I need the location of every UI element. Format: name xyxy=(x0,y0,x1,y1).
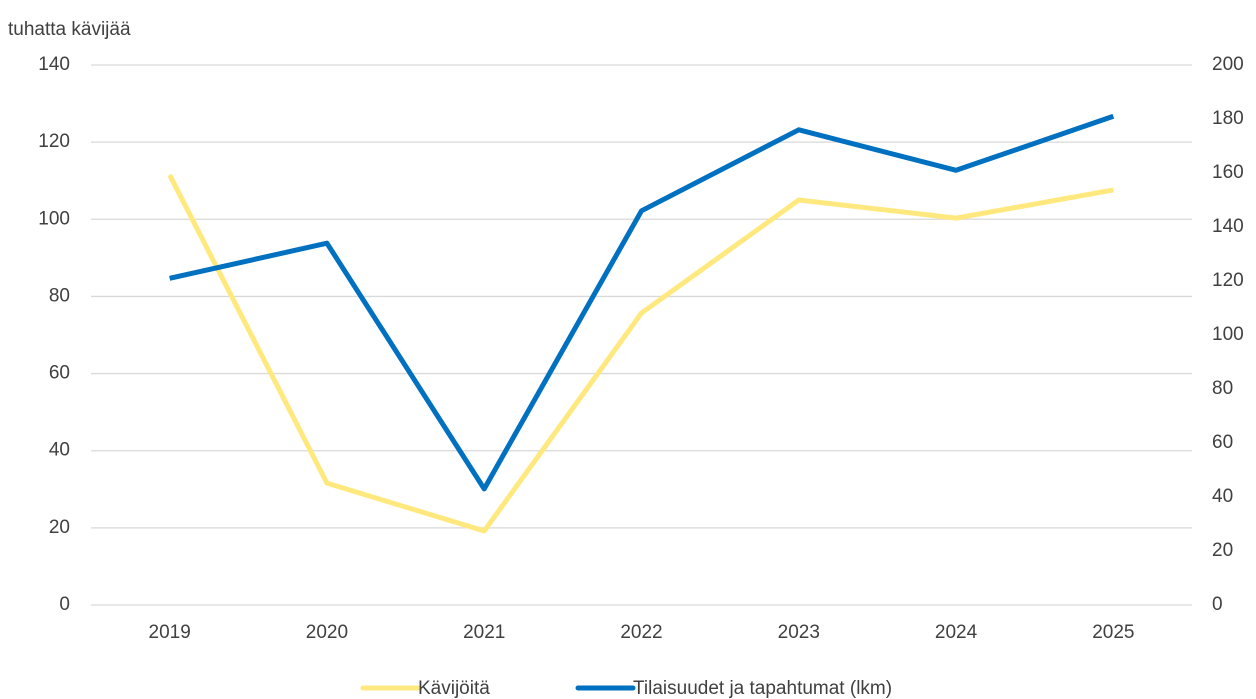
y-tick-label: 40 xyxy=(49,440,70,461)
y2-tick-label: 140 xyxy=(1212,216,1244,237)
y-tick-label: 120 xyxy=(38,131,70,152)
y-tick-label: 100 xyxy=(38,208,70,229)
y-tick-label: 20 xyxy=(49,517,70,538)
y2-tick-label: 60 xyxy=(1212,432,1233,453)
y2-tick-label: 200 xyxy=(1212,54,1244,75)
x-tick-label: 2020 xyxy=(306,622,348,643)
y2-tick-label: 80 xyxy=(1212,378,1233,399)
y2-tick-label: 40 xyxy=(1212,486,1233,507)
x-tick-label: 2021 xyxy=(463,622,505,643)
y2-tick-label: 20 xyxy=(1212,540,1233,561)
legend-label: Tilaisuudet ja tapahtumat (lkm) xyxy=(633,678,892,699)
x-tick-label: 2023 xyxy=(778,622,820,643)
y2-tick-label: 100 xyxy=(1212,324,1244,345)
y2-tick-label: 120 xyxy=(1212,270,1244,291)
x-tick-label: 2024 xyxy=(935,622,978,643)
y-tick-label: 80 xyxy=(49,285,70,306)
series-line xyxy=(169,113,1115,492)
series-line xyxy=(167,173,1114,534)
y2-tick-label: 0 xyxy=(1212,594,1223,615)
y-tick-label: 60 xyxy=(49,363,70,384)
x-tick-label: 2019 xyxy=(149,622,191,643)
x-tick-label: 2022 xyxy=(620,622,662,643)
legend-label: Kävijöitä xyxy=(418,678,490,699)
y-axis-title: tuhatta kävijää xyxy=(8,19,131,40)
y2-tick-label: 160 xyxy=(1212,162,1244,183)
y-tick-label: 140 xyxy=(38,54,70,75)
x-tick-label: 2025 xyxy=(1092,622,1134,643)
y-tick-label: 0 xyxy=(59,594,70,615)
y2-tick-label: 180 xyxy=(1212,108,1244,129)
